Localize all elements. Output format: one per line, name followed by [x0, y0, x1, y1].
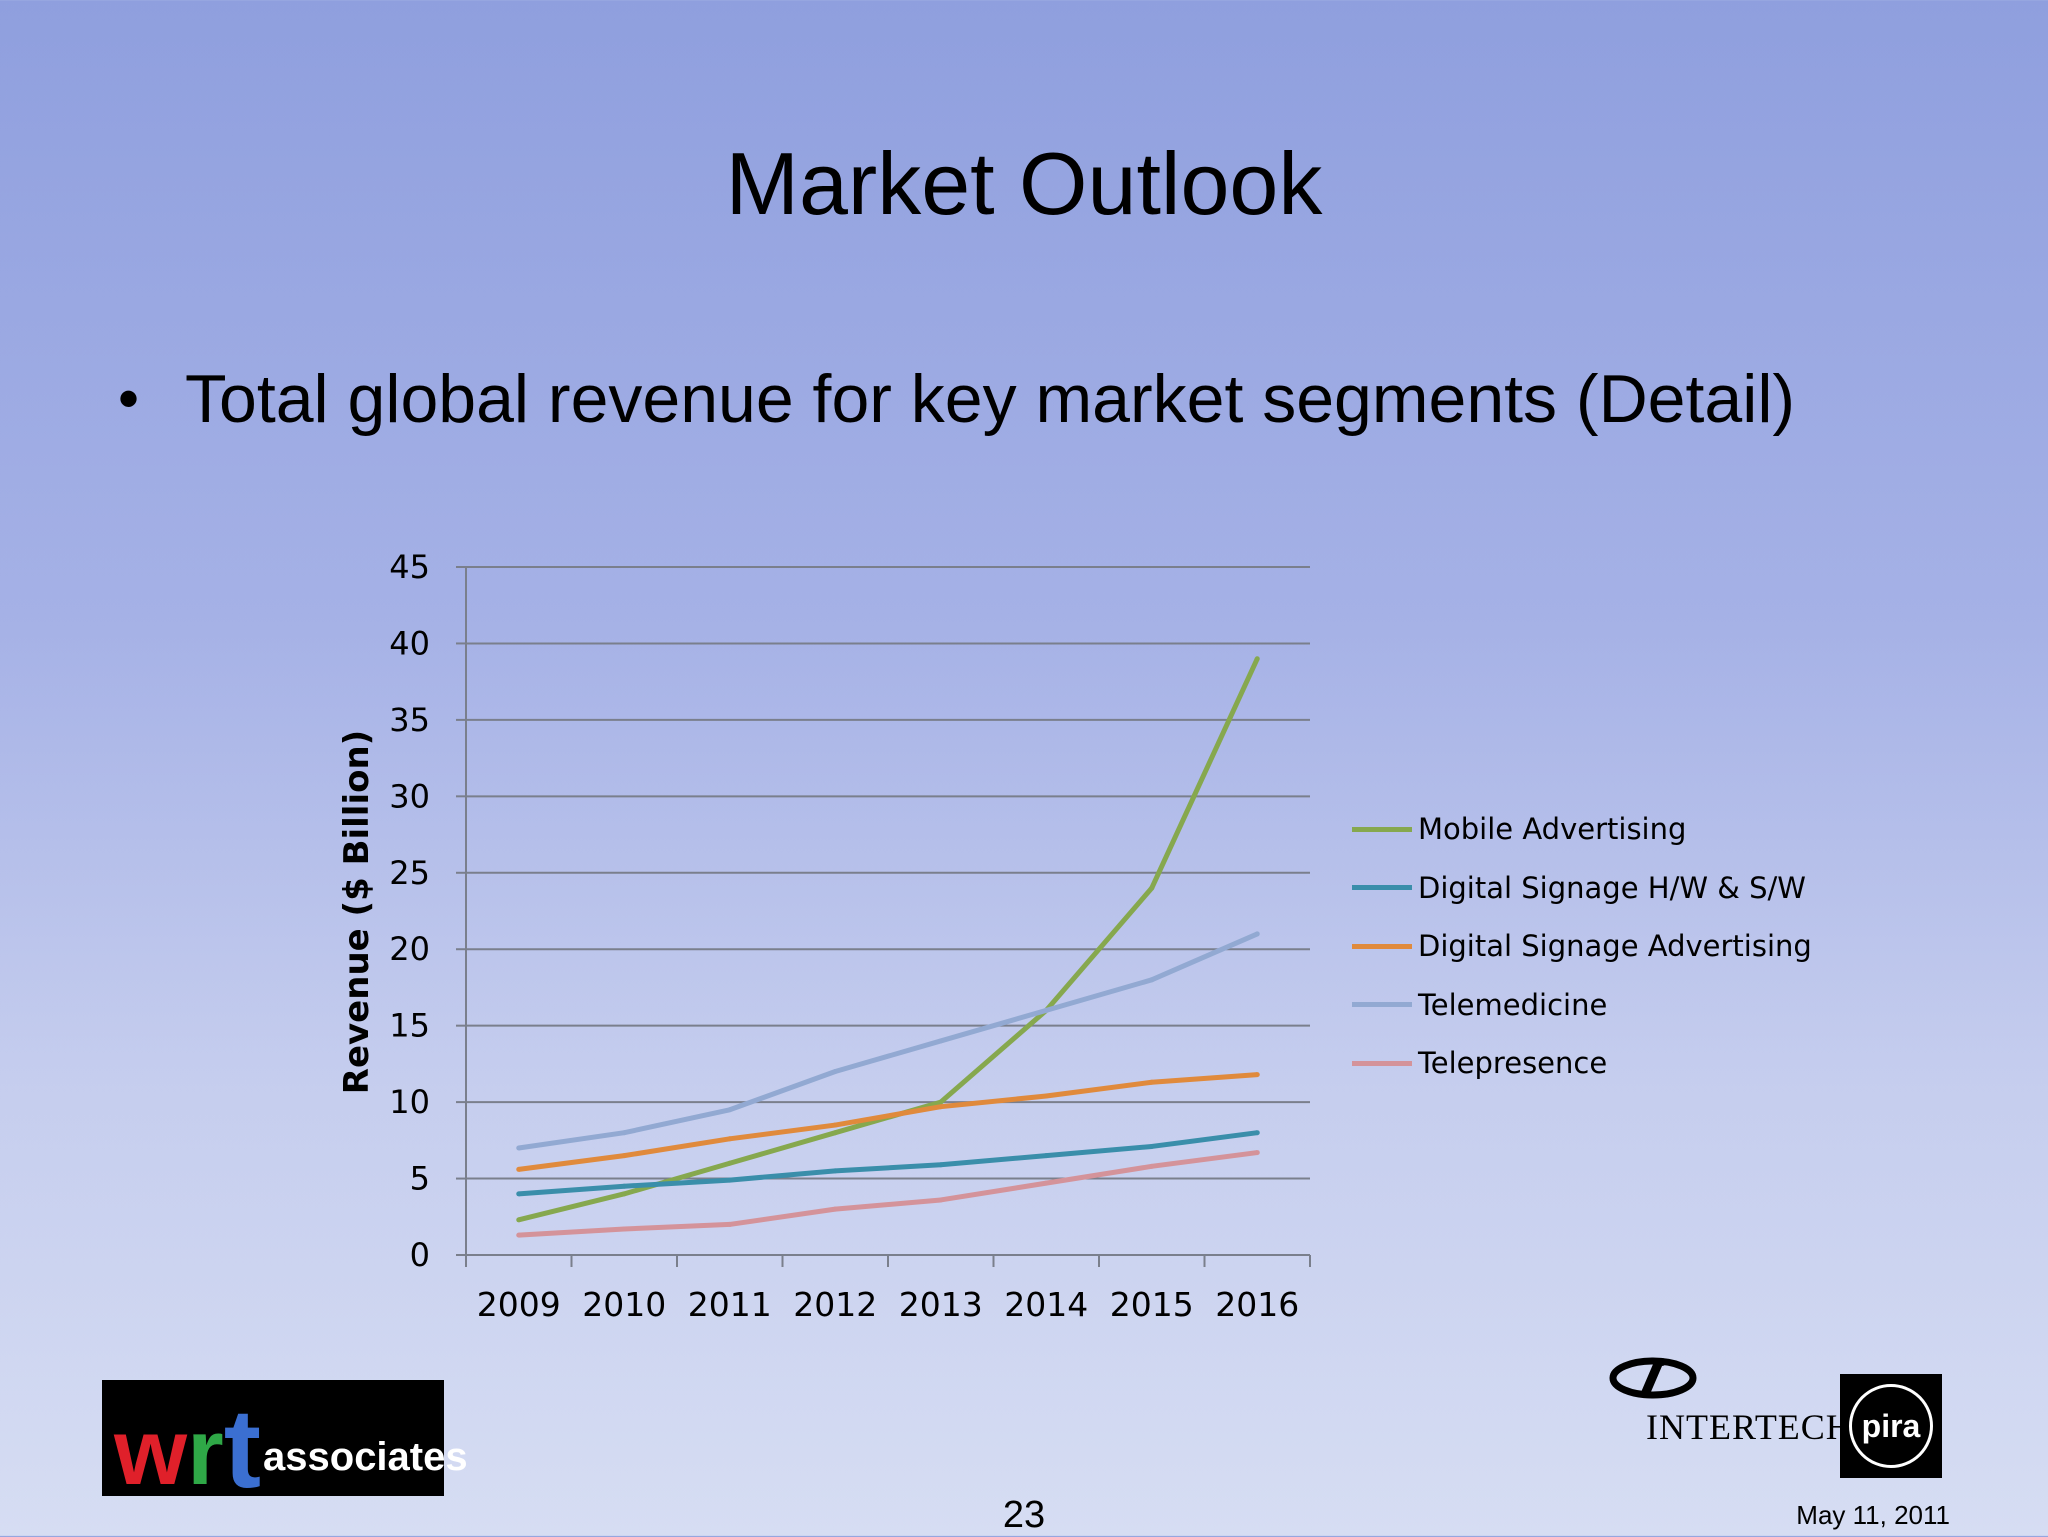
- y-tick-label: 40: [389, 624, 430, 662]
- data-point: [1254, 1130, 1260, 1136]
- intertech-wordmark: INTERTECH: [1646, 1407, 1853, 1447]
- data-point: [832, 1122, 838, 1128]
- data-point: [1043, 1153, 1049, 1159]
- bullet-marker: •: [118, 365, 140, 432]
- chart-legend: Mobile Advertising Digital Signage H/W & …: [1352, 800, 1812, 1093]
- legend-item: Digital Signage H/W & S/W: [1352, 859, 1812, 918]
- legend-label: Telemedicine: [1418, 987, 1608, 1022]
- revenue-line-chart: 0 5 10 15 20 25 30 35 40 45 2009 2010 2011 2012 2013 20…: [337, 548, 1311, 1324]
- wrt-associates-logo: w r t associates: [102, 1380, 468, 1504]
- data-point: [1043, 1093, 1049, 1099]
- y-tick-label: 20: [389, 930, 430, 968]
- x-tick-label: 2012: [793, 1285, 877, 1324]
- data-point: [621, 1191, 627, 1197]
- data-point: [727, 1177, 733, 1183]
- legend-item: Mobile Advertising: [1352, 800, 1812, 859]
- data-point: [516, 1191, 522, 1197]
- data-point: [727, 1160, 733, 1166]
- x-tick-label: 2010: [582, 1285, 666, 1324]
- data-point: [1254, 1072, 1260, 1078]
- y-tick-label: 25: [389, 854, 430, 892]
- data-point: [938, 1099, 944, 1105]
- data-point: [938, 1162, 944, 1168]
- series-line-1: [518, 1130, 1258, 1197]
- x-tick-label: 2015: [1110, 1285, 1194, 1324]
- y-tick-label: 5: [410, 1160, 430, 1198]
- data-point: [832, 1168, 838, 1174]
- data-point: [1254, 931, 1260, 937]
- data-point: [516, 1217, 522, 1223]
- legend-swatch: [1352, 943, 1412, 949]
- x-tick-label: 2013: [899, 1285, 983, 1324]
- slide-title: Market Outlook: [725, 134, 1323, 233]
- series-line-2: [518, 1072, 1258, 1172]
- data-point: [621, 1153, 627, 1159]
- intertech-swoosh-icon: [1609, 1357, 1697, 1399]
- y-tick-label: 0: [410, 1236, 430, 1274]
- data-point: [621, 1183, 627, 1189]
- legend-swatch: [1352, 826, 1412, 832]
- y-tick-label: 10: [389, 1083, 430, 1121]
- x-tick-label: 2009: [477, 1285, 561, 1324]
- data-point: [1043, 1180, 1049, 1186]
- legend-item: Telepresence: [1352, 1034, 1812, 1093]
- data-point: [516, 1232, 522, 1238]
- slide-date: May 11, 2011: [1796, 1500, 1950, 1530]
- data-point: [1149, 1163, 1155, 1169]
- legend-item: Digital Signage Advertising: [1352, 917, 1812, 976]
- data-point: [727, 1221, 733, 1227]
- series-line-4: [518, 1150, 1258, 1238]
- series-line-3: [518, 931, 1259, 1151]
- pira-badge: pira: [1840, 1374, 1942, 1478]
- data-point: [727, 1136, 733, 1142]
- x-tick-label: 2016: [1215, 1285, 1299, 1324]
- legend-swatch: [1352, 885, 1412, 891]
- series-line-0: [518, 657, 1260, 1223]
- data-point: [1254, 1150, 1260, 1156]
- legend-swatch: [1352, 1002, 1412, 1008]
- legend-item: Telemedicine: [1352, 976, 1812, 1035]
- x-tick-label: 2011: [688, 1285, 772, 1324]
- data-point: [621, 1130, 627, 1136]
- data-point: [938, 1038, 944, 1044]
- data-point: [621, 1226, 627, 1232]
- data-point: [1149, 885, 1155, 891]
- page-number: 23: [1002, 1494, 1046, 1536]
- data-point: [832, 1130, 838, 1136]
- intertech-pira-logo: INTERTECH pira: [1600, 1356, 1950, 1486]
- data-point: [1149, 977, 1155, 983]
- x-tick-label: 2014: [1004, 1285, 1088, 1324]
- y-tick-label: 35: [389, 701, 430, 739]
- data-point: [1043, 1007, 1049, 1013]
- legend-label: Mobile Advertising: [1418, 812, 1687, 847]
- data-point: [516, 1166, 522, 1172]
- data-point: [832, 1206, 838, 1212]
- data-point: [727, 1107, 733, 1113]
- data-point: [1149, 1079, 1155, 1085]
- y-tick-label: 15: [389, 1007, 430, 1045]
- y-tick-label: 45: [389, 548, 430, 586]
- bullet-text: Total global revenue for key market segm…: [185, 361, 1796, 437]
- legend-label: Telepresence: [1418, 1046, 1608, 1081]
- legend-swatch: [1352, 1060, 1412, 1066]
- data-point: [938, 1104, 944, 1110]
- bullet-point: • Total global revenue for key market se…: [118, 365, 1795, 433]
- data-point: [1149, 1143, 1155, 1149]
- data-point: [938, 1197, 944, 1203]
- data-point: [516, 1145, 522, 1151]
- data-point: [1254, 656, 1260, 662]
- legend-label: Digital Signage H/W & S/W: [1418, 870, 1806, 905]
- legend-label: Digital Signage Advertising: [1418, 929, 1812, 964]
- y-tick-label: 30: [389, 777, 430, 815]
- data-point: [832, 1069, 838, 1075]
- y-axis-title: Revenue ($ Billion): [337, 730, 377, 1094]
